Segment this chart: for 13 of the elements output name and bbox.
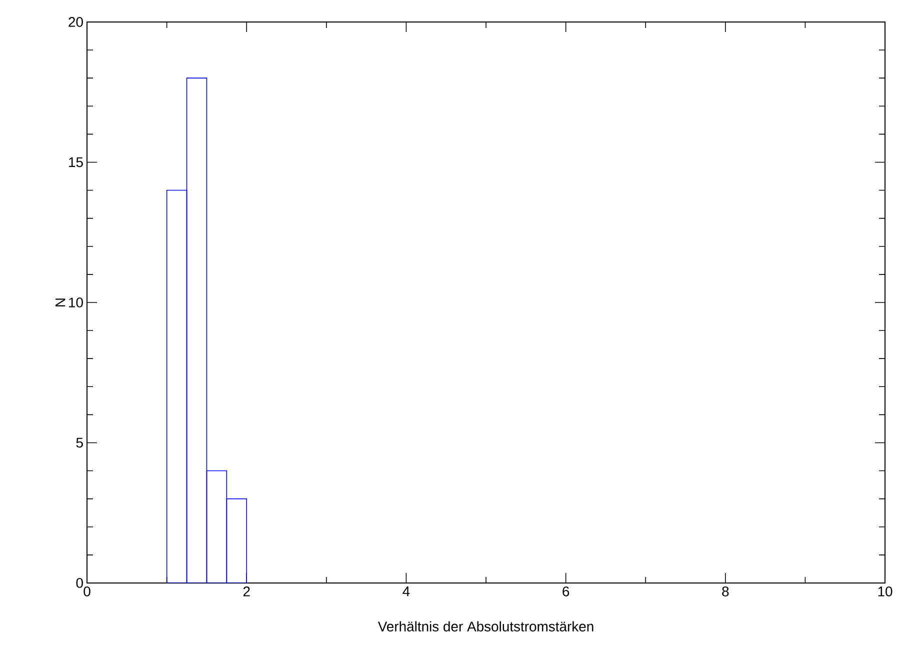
x-tick-label: 4	[402, 586, 410, 596]
y-tick-label: 5	[76, 438, 83, 448]
y-axis-title: N	[56, 298, 66, 306]
y-tick-label: 10	[69, 298, 83, 308]
x-tick-label: 8	[722, 586, 729, 596]
x-tick-label: 0	[84, 586, 90, 596]
x-tick-label: 2	[243, 586, 250, 596]
y-tick-label: 20	[68, 17, 83, 27]
x-tick-label: 10	[878, 586, 892, 596]
y-tick-label: 0	[76, 578, 83, 588]
x-axis-title: Verhältnis der Absolutstromstärken	[378, 621, 594, 632]
x-tick-label: 6	[562, 586, 570, 596]
y-tick-label: 15	[69, 157, 83, 168]
